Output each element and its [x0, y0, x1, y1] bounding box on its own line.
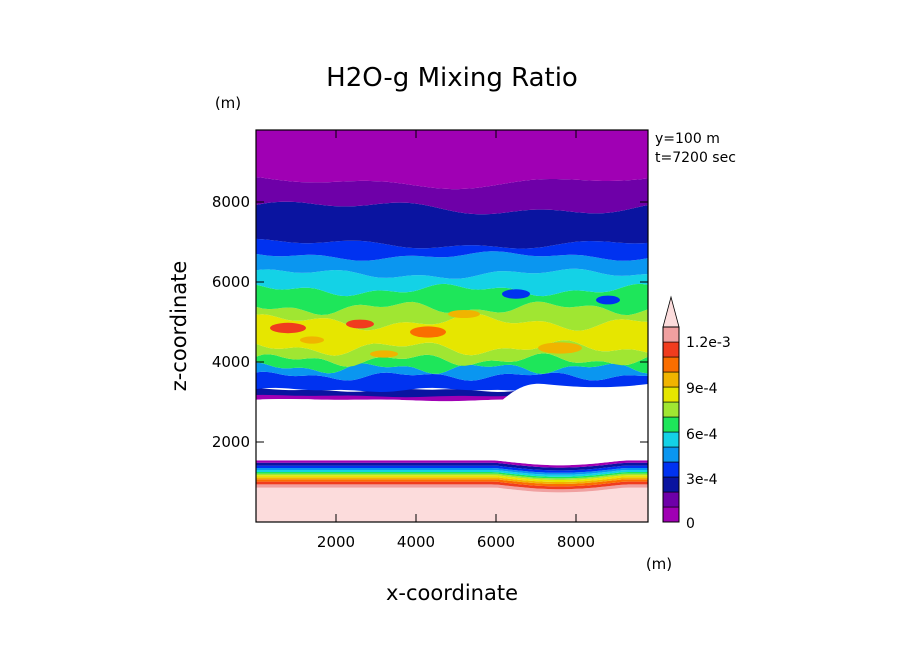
- contour-pocket: [300, 336, 324, 344]
- contour-band: [256, 468, 648, 475]
- colorbar-segment: [662, 341, 680, 358]
- colorbar-segment: [662, 416, 680, 433]
- contour-band: [256, 465, 648, 473]
- colorbar-segment: [662, 371, 680, 388]
- y-axis-label: z-coordinate: [167, 261, 191, 392]
- x-unit-label: (m): [646, 555, 672, 573]
- contour-band: [256, 130, 648, 190]
- colorbar-frame: [662, 326, 680, 523]
- y-tick-label: 2000: [212, 433, 250, 451]
- contour-band: [256, 484, 648, 493]
- colorbar-extend-max: [662, 295, 680, 328]
- colorbar-label: 3e-4: [686, 472, 718, 488]
- contour-band: [256, 362, 648, 381]
- contour-pocket: [502, 289, 530, 299]
- contour-band: [256, 313, 648, 356]
- x-tick-label: 4000: [397, 533, 435, 551]
- y-unit-label: (m): [215, 94, 241, 112]
- contour-fill: [256, 130, 648, 522]
- y-axis: 2000 4000 6000 8000: [212, 193, 648, 451]
- contour-pocket: [596, 295, 620, 305]
- contour-band: [256, 462, 648, 471]
- contour-band: [256, 399, 648, 466]
- colorbar-segment: [662, 506, 680, 523]
- colorbar-segment: [662, 356, 680, 373]
- contour-pocket: [346, 319, 374, 329]
- colorbar-labels: 1.2e-3 9e-4 6e-4 3e-4 0: [686, 335, 731, 532]
- contour-band: [256, 475, 648, 482]
- contour-band: [256, 201, 648, 249]
- contour-band: [256, 470, 648, 477]
- contour-pocket: [410, 326, 446, 338]
- colorbar: [662, 295, 680, 523]
- colorbar-segment: [662, 386, 680, 403]
- contour-pocket: [270, 322, 306, 334]
- contour-pocket: [448, 310, 480, 318]
- chart-title: H2O-g Mixing Ratio: [326, 63, 578, 93]
- contour-band: [256, 472, 648, 479]
- contour-band: [256, 238, 648, 261]
- contour-band: [256, 283, 648, 316]
- colorbar-label: 6e-4: [686, 427, 718, 443]
- colorbar-label: 9e-4: [686, 381, 718, 397]
- contour-band: [256, 487, 648, 522]
- contour-band: [256, 460, 648, 468]
- contour-band: [256, 251, 648, 279]
- contour-band: [256, 268, 648, 297]
- colorbar-label: 1.2e-3: [686, 335, 731, 351]
- colorbar-segment: [662, 476, 680, 493]
- annotation-y: y=100 m: [655, 131, 720, 147]
- x-tick-label: 2000: [317, 533, 355, 551]
- contour-band: [256, 473, 648, 480]
- contour-pocket: [370, 350, 398, 358]
- contour-band: [256, 177, 648, 215]
- colorbar-segment: [662, 401, 680, 418]
- y-tick-label: 8000: [212, 193, 250, 211]
- dry-region: [500, 383, 648, 402]
- x-axis-label: x-coordinate: [386, 581, 518, 605]
- colorbar-segment: [662, 446, 680, 463]
- contour-band: [256, 481, 648, 490]
- y-tick-label: 4000: [212, 353, 250, 371]
- plot-frame: [255, 129, 649, 523]
- contour-band: [256, 353, 648, 374]
- colorbar-segment: [662, 461, 680, 478]
- x-tick-label: 6000: [477, 533, 515, 551]
- colorbar-segment: [662, 491, 680, 508]
- colorbar-segment: [662, 431, 680, 448]
- contour-band: [256, 479, 648, 487]
- x-tick-label: 8000: [557, 533, 595, 551]
- y-tick-label: 6000: [212, 273, 250, 291]
- colorbar-segment: [662, 326, 680, 343]
- contour-band: [256, 477, 648, 484]
- colorbar-label: 0: [686, 516, 695, 532]
- contour-pocket: [538, 342, 582, 354]
- annotation-t: t=7200 sec: [655, 150, 736, 166]
- x-axis: 2000 4000 6000 8000: [317, 130, 595, 551]
